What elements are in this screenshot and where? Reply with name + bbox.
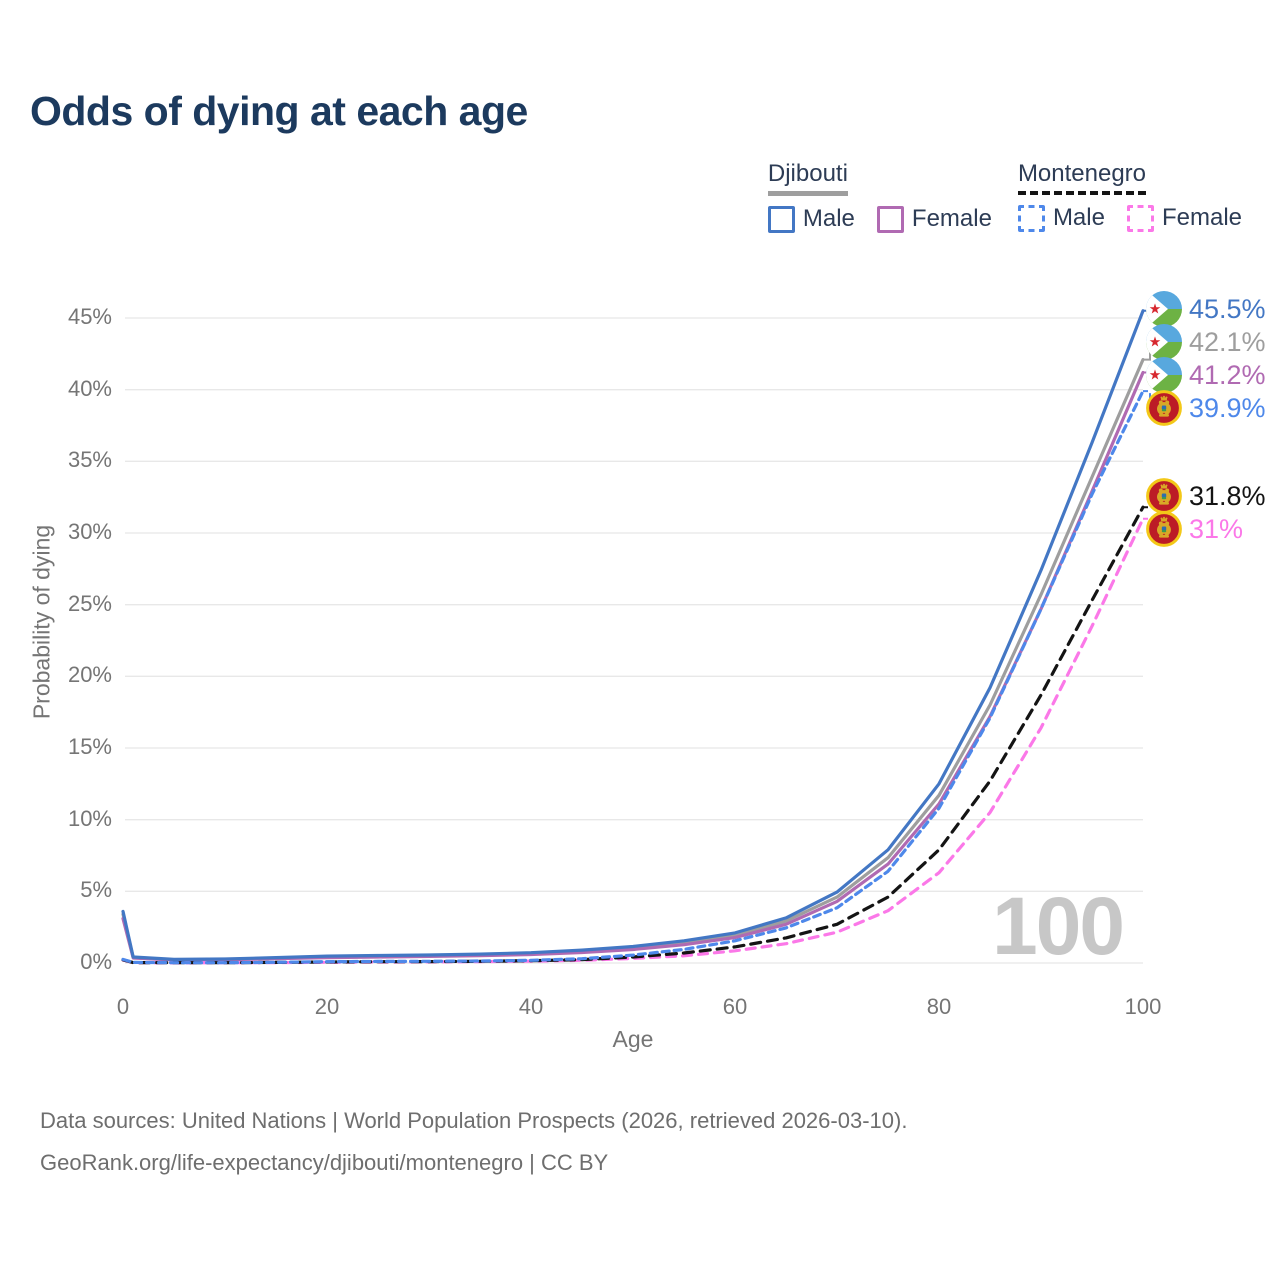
djibouti-female-swatch-icon xyxy=(876,205,904,233)
footer-sources: Data sources: United Nations | World Pop… xyxy=(40,1108,908,1133)
y-tick-label: 15% xyxy=(67,734,112,759)
legend-item-djibouti-male[interactable]: Male xyxy=(767,205,855,233)
x-tick-label: 20 xyxy=(314,994,340,1019)
montenegro-flag-icon xyxy=(1146,478,1182,514)
montenegro-male-swatch-icon xyxy=(1017,204,1045,232)
djibouti-flag-icon xyxy=(1146,291,1182,327)
y-tick-label: 25% xyxy=(67,591,112,616)
series-line-djibouti-male[interactable] xyxy=(121,309,1145,962)
y-tick-label: 35% xyxy=(67,447,112,472)
montenegro-flag-icon xyxy=(1146,511,1182,547)
legend-items-montenegro: Male Female xyxy=(1017,204,1242,232)
end-label-value: 42.1% xyxy=(1189,326,1266,357)
series-line-montenegro-male[interactable] xyxy=(121,389,1145,965)
legend-group-djibouti: Djibouti Male Female xyxy=(767,160,992,233)
page-title: Odds of dying at each age xyxy=(30,88,528,134)
legend-item-montenegro-male[interactable]: Male xyxy=(1017,204,1105,232)
end-label-value: 31.8% xyxy=(1189,480,1266,511)
y-tick-label: 5% xyxy=(80,877,112,902)
legend-group-montenegro: Montenegro Male Female xyxy=(1017,160,1242,232)
y-tick-label: 10% xyxy=(67,806,112,831)
hover-age-watermark: 100 xyxy=(992,881,1125,972)
legend-items-djibouti: Male Female xyxy=(767,205,992,233)
footer-attribution: GeoRank.org/life-expectancy/djibouti/mon… xyxy=(40,1150,609,1175)
legend-country-djibouti[interactable]: Djibouti xyxy=(767,160,848,196)
legend-label-djibouti-male: Male xyxy=(802,205,855,232)
series-line-djibouti-female[interactable] xyxy=(121,370,1145,962)
djibouti-male-swatch-icon xyxy=(767,205,795,233)
series-line-djibouti-both-sexes[interactable] xyxy=(121,358,1145,962)
legend-label-montenegro-male: Male xyxy=(1052,204,1105,231)
end-label-value: 39.9% xyxy=(1189,392,1266,423)
end-label-montenegro-female[interactable]: 31% xyxy=(1146,511,1243,547)
end-label-montenegro-male[interactable]: 39.9% xyxy=(1146,390,1266,426)
y-tick-label: 0% xyxy=(80,949,112,974)
legend-label-montenegro-female: Female xyxy=(1161,204,1242,231)
end-label-montenegro-both-sexes[interactable]: 31.8% xyxy=(1146,478,1266,514)
end-label-djibouti-male[interactable]: 45.5% xyxy=(1146,291,1266,327)
legend-item-montenegro-female[interactable]: Female xyxy=(1126,204,1242,232)
series-line-montenegro-female[interactable] xyxy=(121,517,1145,965)
end-label-value: 45.5% xyxy=(1189,293,1266,324)
y-tick-label: 30% xyxy=(67,519,112,544)
y-tick-label: 20% xyxy=(67,662,112,687)
end-label-leader xyxy=(1143,390,1156,409)
x-tick-label: 60 xyxy=(722,994,748,1019)
djibouti-flag-icon xyxy=(1146,357,1182,393)
x-tick-label: 0 xyxy=(116,994,130,1019)
x-axis-title: Age xyxy=(612,1026,654,1052)
series-line-montenegro-both-sexes[interactable] xyxy=(121,505,1145,965)
legend-item-djibouti-female[interactable]: Female xyxy=(876,205,992,233)
legend-country-montenegro[interactable]: Montenegro xyxy=(1017,160,1147,195)
end-label-value: 31% xyxy=(1189,513,1244,544)
montenegro-female-swatch-icon xyxy=(1126,204,1154,232)
djibouti-flag-icon xyxy=(1146,324,1182,360)
montenegro-flag-icon xyxy=(1146,390,1182,426)
y-tick-label: 45% xyxy=(67,304,112,329)
legend-label-djibouti-female: Female xyxy=(911,205,992,232)
legend: Djibouti Male Female Montenegro Male xyxy=(767,160,1242,233)
end-label-djibouti-female[interactable]: 41.2% xyxy=(1146,357,1266,393)
end-label-value: 41.2% xyxy=(1189,359,1266,390)
x-tick-label: 40 xyxy=(518,994,544,1019)
x-tick-label: 80 xyxy=(926,994,952,1019)
y-tick-label: 40% xyxy=(67,376,112,401)
x-tick-label: 100 xyxy=(1124,994,1162,1019)
end-label-djibouti-both-sexes[interactable]: 42.1% xyxy=(1146,324,1266,360)
